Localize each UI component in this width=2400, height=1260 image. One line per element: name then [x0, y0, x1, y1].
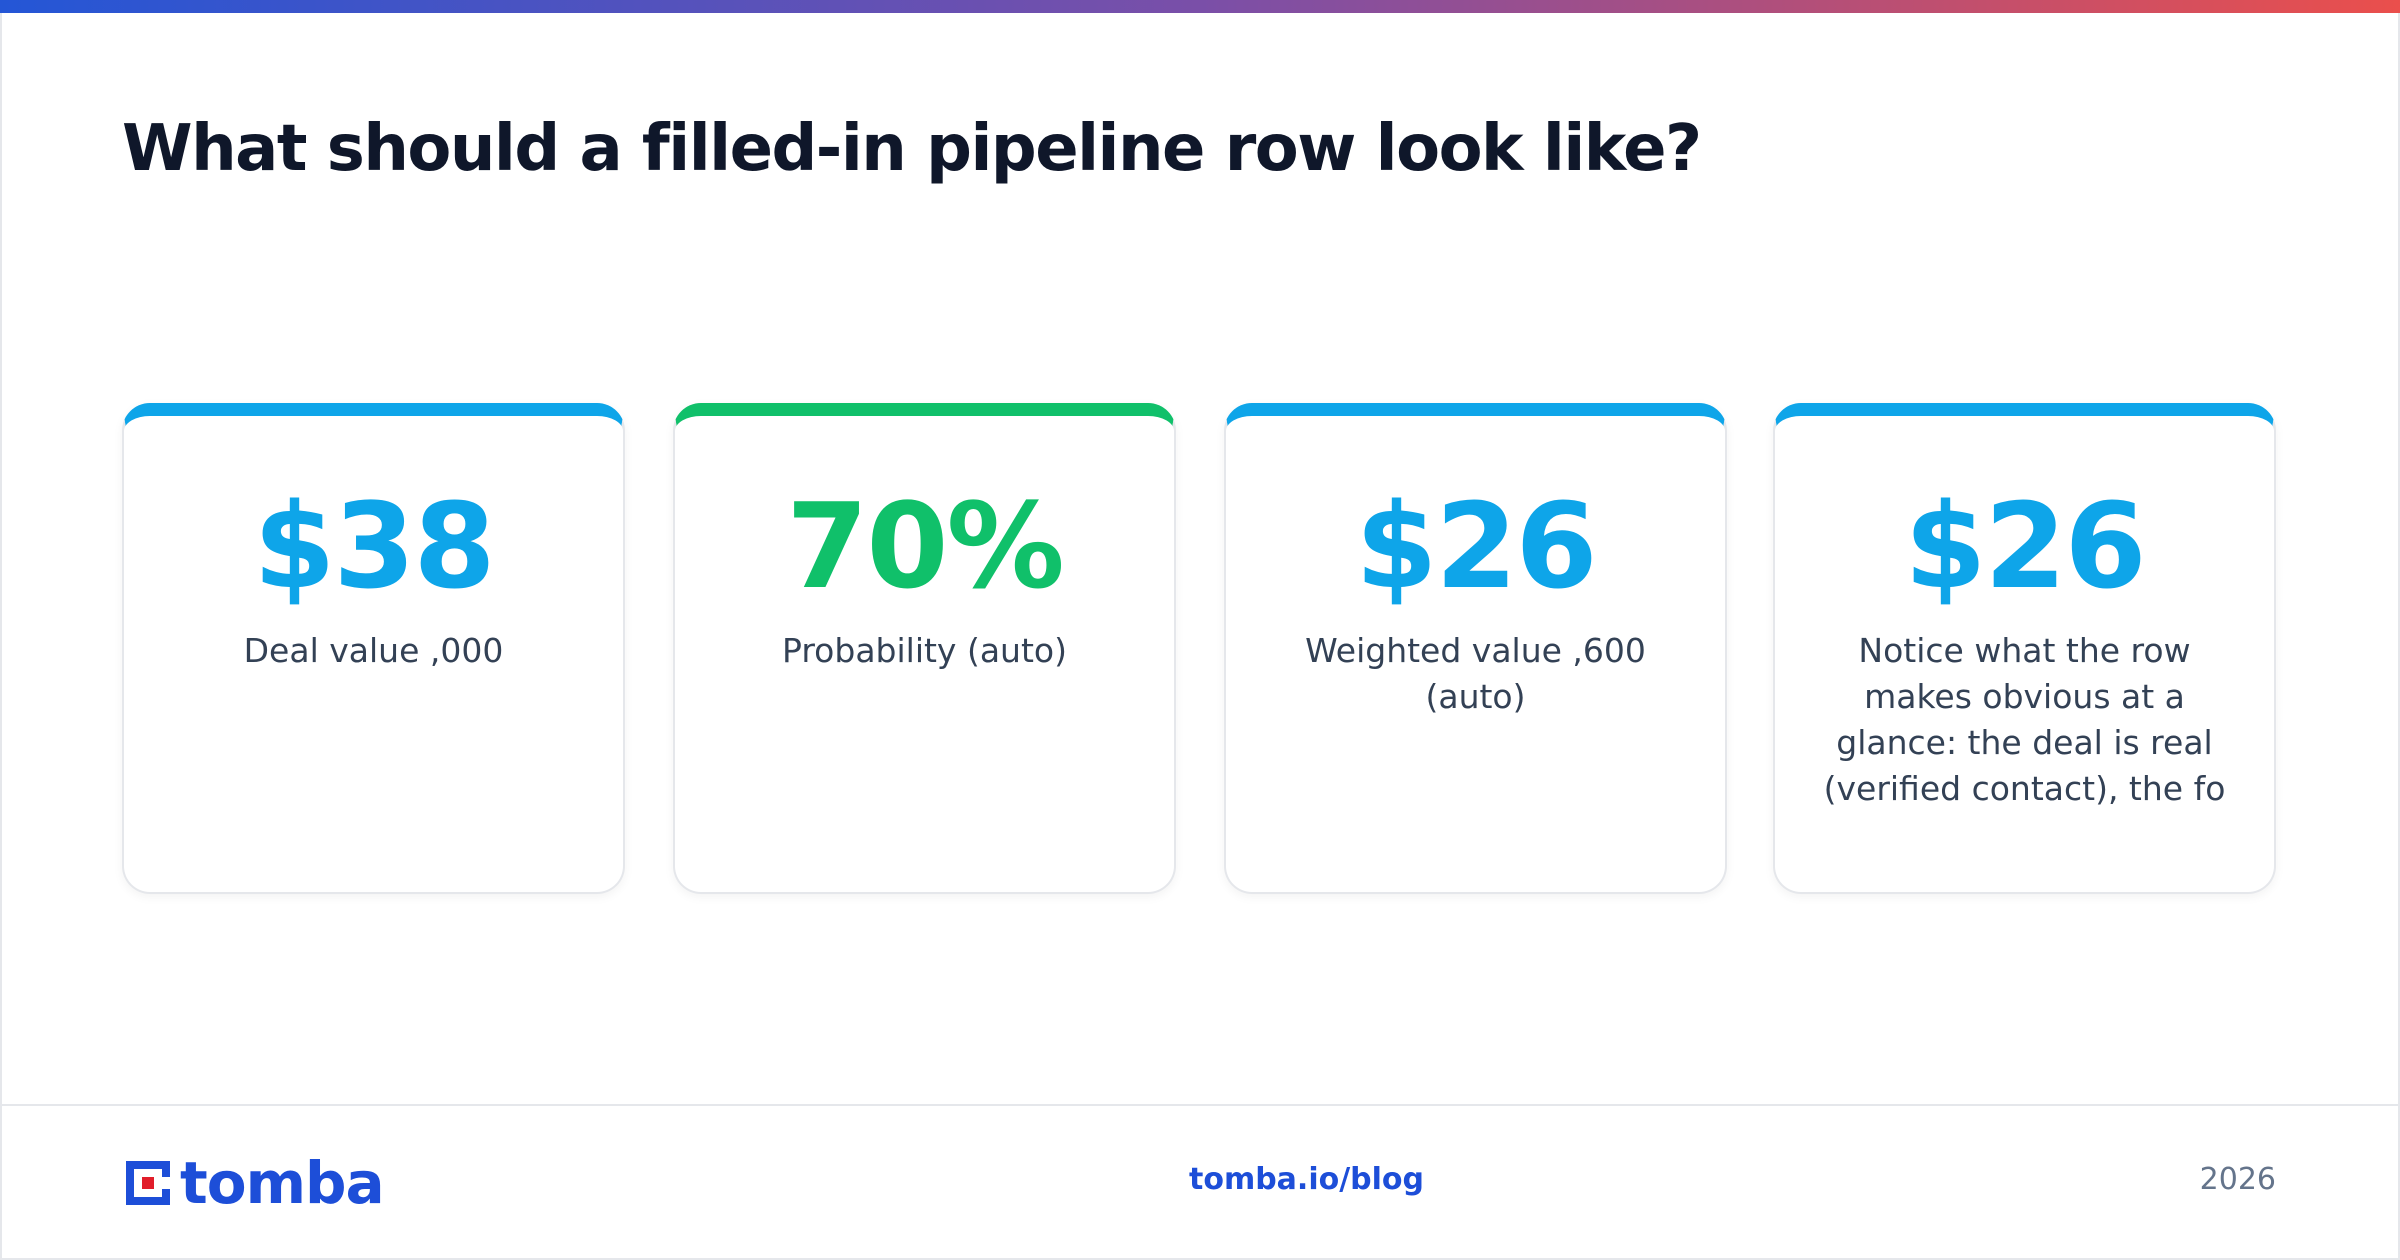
stat-value: $38 — [253, 477, 495, 615]
footer-year: 2026 — [2199, 1162, 2276, 1197]
stat-card: $38 Deal value ,000 — [122, 403, 625, 894]
title: What should a filled-in pipeline row loo… — [122, 112, 1702, 186]
stat-card: $26 Notice what the row makes obvious at… — [1773, 403, 2276, 894]
stat-card: $26 Weighted value ,600 (auto) — [1224, 403, 1727, 894]
stat-label: Weighted value ,600 (auto) — [1305, 631, 1646, 716]
footer-divider — [0, 1104, 2400, 1106]
stat-label: Probability (auto) — [782, 631, 1067, 670]
stat-value: 70% — [786, 477, 1064, 615]
stat-label: Notice what the row makes obvious at a g… — [1823, 631, 2226, 808]
accent-bar — [0, 0, 2400, 13]
logo-icon — [126, 1161, 174, 1205]
stat-value: $26 — [1355, 477, 1597, 615]
stat-value: $26 — [1904, 477, 2146, 615]
logo-text: tomba — [180, 1149, 385, 1217]
stat-label: Deal value ,000 — [243, 631, 504, 670]
footer-link[interactable]: tomba.io/blog — [1189, 1162, 1425, 1197]
logo[interactable]: tomba — [122, 1149, 385, 1217]
stat-card: 70% Probability (auto) — [673, 403, 1176, 894]
